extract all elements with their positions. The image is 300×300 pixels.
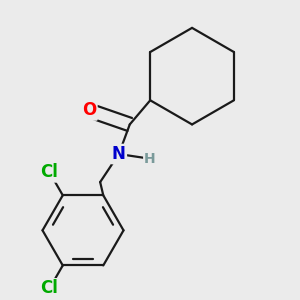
Text: Cl: Cl xyxy=(40,164,58,181)
Text: N: N xyxy=(112,145,126,163)
Text: Cl: Cl xyxy=(40,279,58,297)
Text: O: O xyxy=(82,101,96,119)
Text: H: H xyxy=(144,152,156,166)
